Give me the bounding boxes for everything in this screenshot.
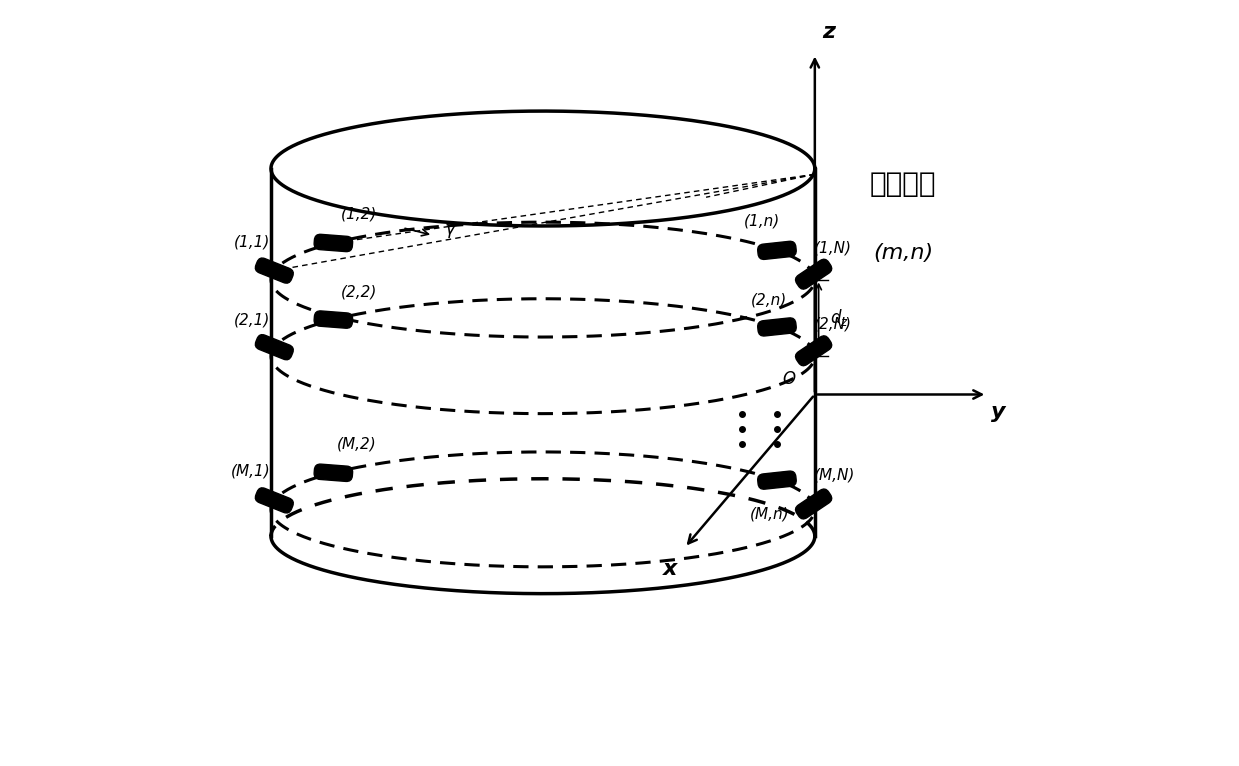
- Text: (2,n): (2,n): [751, 292, 788, 307]
- Text: (1,N): (1,N): [814, 240, 851, 255]
- Text: (M,n): (M,n): [750, 507, 789, 522]
- FancyBboxPatch shape: [758, 471, 797, 489]
- Text: z: z: [823, 22, 835, 42]
- FancyBboxPatch shape: [315, 234, 353, 252]
- Text: (m,n): (m,n): [872, 243, 933, 263]
- Text: (2,N): (2,N): [814, 316, 851, 332]
- FancyBboxPatch shape: [758, 241, 797, 260]
- Text: (M,2): (M,2): [337, 437, 377, 451]
- Text: O: O: [783, 371, 795, 388]
- Text: $d_z$: $d_z$: [830, 307, 849, 329]
- FancyBboxPatch shape: [255, 335, 294, 360]
- FancyBboxPatch shape: [315, 464, 353, 482]
- FancyBboxPatch shape: [795, 489, 831, 519]
- Text: (1,2): (1,2): [341, 207, 378, 221]
- Text: (M,1): (M,1): [230, 464, 270, 479]
- Text: (1,n): (1,n): [743, 214, 779, 229]
- FancyBboxPatch shape: [315, 311, 353, 329]
- FancyBboxPatch shape: [795, 336, 831, 366]
- FancyBboxPatch shape: [758, 318, 797, 336]
- Text: 阵元编号: 阵元编号: [870, 170, 937, 198]
- FancyBboxPatch shape: [795, 259, 831, 290]
- Text: (1,1): (1,1): [234, 234, 270, 249]
- Text: (2,2): (2,2): [341, 285, 378, 300]
- FancyBboxPatch shape: [255, 258, 294, 283]
- Text: y: y: [991, 402, 1006, 422]
- Text: $\gamma$: $\gamma$: [445, 222, 458, 241]
- Text: (2,1): (2,1): [234, 313, 270, 327]
- Text: (M,N): (M,N): [814, 467, 855, 483]
- Text: x: x: [663, 559, 676, 579]
- FancyBboxPatch shape: [255, 488, 294, 513]
